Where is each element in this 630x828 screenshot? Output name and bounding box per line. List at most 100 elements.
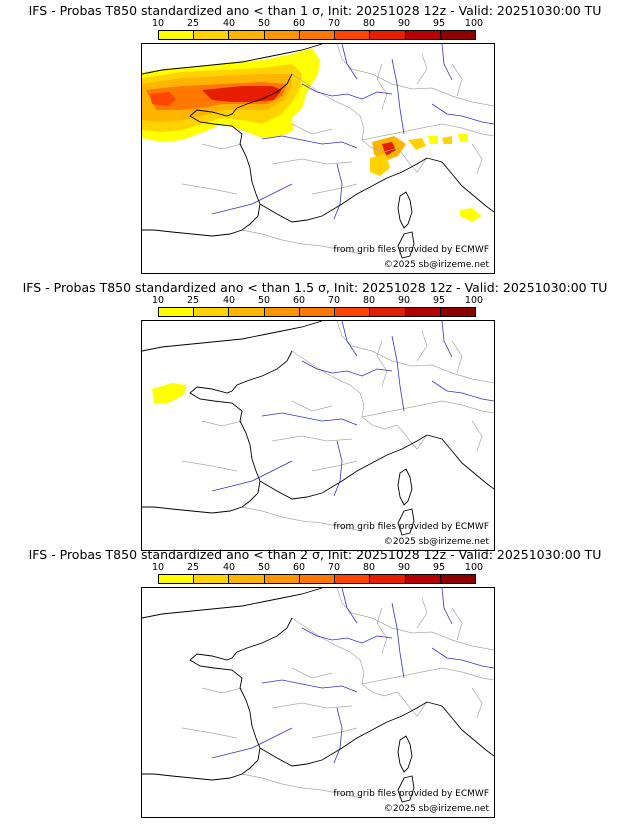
colorbar-swatch [370,308,406,316]
admin-border [291,617,428,717]
colorbar-swatch [159,31,195,39]
source-credit: from grib files provided by ECMWF [333,789,489,799]
probability-area [202,86,282,102]
colorbar [158,307,476,317]
river [341,321,453,358]
coastline [426,434,494,490]
probability-map: from grib files provided by ECMWF ©2025 … [141,587,495,818]
corsica-coast [397,468,413,506]
colorbar-tick-label: 95 [432,562,446,573]
coastline [259,701,428,767]
admin-border [291,73,428,173]
colorbar-tick-label: 100 [464,18,484,29]
colorbar-tick-label: 10 [151,295,165,306]
coastline [142,588,323,619]
probability-area [152,383,186,403]
copyright-credit: ©2025 sb@irizeme.net [383,537,489,547]
colorbar-swatch [405,575,441,583]
coastline [259,434,428,500]
coastline [142,321,323,352]
panel-2: IFS - Probas T850 standardized ano < tha… [0,280,630,552]
panel-title: IFS - Probas T850 standardized ano < tha… [28,3,602,18]
river [301,83,393,100]
coastline [142,44,323,75]
colorbar-swatch [440,308,475,316]
admin-border [241,506,363,532]
colorbar-tick-label: 10 [151,18,165,29]
river [431,380,494,402]
colorbar-tick-label: 50 [257,562,271,573]
colorbar [158,574,476,584]
river [211,460,293,492]
river [261,412,358,426]
probability-area [428,136,438,144]
colorbar-tick-label: 100 [464,562,484,573]
sardinia-coast [397,508,415,536]
sardinia-coast [397,231,415,259]
probability-area [408,138,426,150]
panel-title: IFS - Probas T850 standardized ano < tha… [28,547,602,562]
river [431,647,494,669]
colorbar-swatch [159,308,195,316]
colorbar-tick-label: 90 [397,295,411,306]
colorbar-swatch [264,308,300,316]
coastline [426,701,494,757]
colorbar-swatch [370,575,406,583]
probability-area [442,136,452,144]
admin-border [181,667,358,739]
colorbar-swatch [370,31,406,39]
colorbar-tick-label: 40 [222,562,236,573]
river [211,727,293,759]
river [391,602,405,679]
source-credit: from grib files provided by ECMWF [333,245,489,255]
panel-title: IFS - Probas T850 standardized ano < tha… [22,280,608,295]
colorbar-tick-label: 25 [186,295,200,306]
colorbar-tick-label: 70 [327,295,341,306]
colorbar-ticks: 10 25 40 50 60 70 80 90 95 100 [142,295,502,307]
river [301,627,393,644]
panel-1: IFS - Probas T850 standardized ano < tha… [0,3,630,275]
sardinia-coast [397,775,415,803]
colorbar [158,30,476,40]
probability-area [382,142,396,156]
river [261,135,358,149]
colorbar-tick-label: 60 [292,295,306,306]
colorbar-swatch [440,575,475,583]
colorbar-swatch [194,31,230,39]
colorbar-swatch [440,31,475,39]
probability-area [150,92,176,106]
colorbar-swatch [229,308,265,316]
colorbar-tick-label: 25 [186,18,200,29]
river [261,679,358,693]
river [341,588,453,625]
admin-border [336,321,494,384]
admin-border [241,773,363,799]
colorbar-ticks: 10 25 40 50 60 70 80 90 95 100 [142,18,502,30]
colorbar-tick-label: 70 [327,18,341,29]
colorbar-tick-label: 90 [397,18,411,29]
corsica-coast [397,191,413,229]
corsica-coast [397,735,413,773]
colorbar-swatch [194,308,230,316]
river [333,440,343,497]
coastline [142,350,293,514]
colorbar-tick-label: 95 [432,18,446,29]
colorbar-tick-label: 95 [432,295,446,306]
river [431,103,494,125]
colorbar-tick-label: 50 [257,18,271,29]
colorbar-swatch [229,575,265,583]
colorbar-swatch [299,31,336,39]
river [301,360,393,377]
river [341,44,453,81]
admin-border [336,588,494,651]
admin-border [361,667,494,685]
colorbar-swatch [335,575,371,583]
probability-area [458,134,468,142]
colorbar-swatch [264,575,300,583]
panel-3: IFS - Probas T850 standardized ano < tha… [0,547,630,819]
map-svg [142,588,494,803]
coastline [426,157,494,213]
colorbar-swatch [405,31,441,39]
coastline [142,617,293,781]
river [391,335,405,412]
